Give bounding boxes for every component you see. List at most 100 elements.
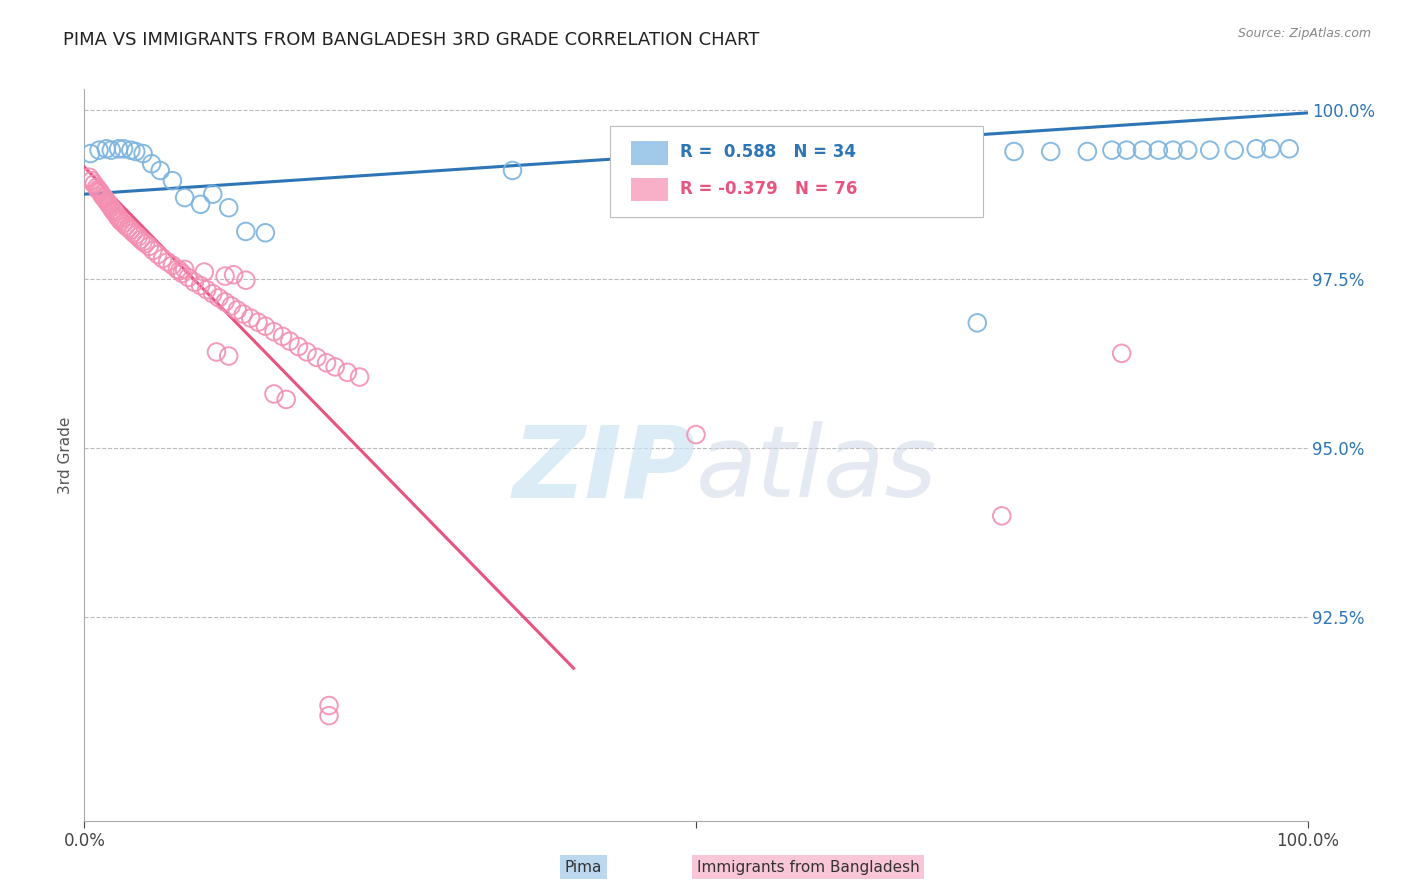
Text: R =  0.588   N = 34: R = 0.588 N = 34 bbox=[681, 143, 856, 161]
Point bbox=[107, 211, 129, 225]
Point bbox=[235, 273, 257, 287]
Point bbox=[1101, 143, 1123, 157]
Point bbox=[120, 223, 142, 237]
Point bbox=[177, 270, 200, 285]
Point bbox=[1111, 346, 1133, 360]
Point bbox=[135, 236, 157, 251]
Point bbox=[96, 142, 118, 156]
Point bbox=[100, 201, 122, 215]
Point bbox=[966, 316, 988, 330]
Point bbox=[336, 365, 359, 379]
Point bbox=[247, 315, 270, 329]
Point bbox=[103, 204, 125, 219]
Text: R = -0.379   N = 76: R = -0.379 N = 76 bbox=[681, 179, 858, 198]
Point bbox=[318, 698, 340, 713]
Point bbox=[1244, 142, 1267, 156]
Text: Source: ZipAtlas.com: Source: ZipAtlas.com bbox=[1237, 27, 1371, 40]
Y-axis label: 3rd Grade: 3rd Grade bbox=[58, 417, 73, 493]
Point bbox=[93, 190, 115, 204]
Point bbox=[195, 283, 218, 297]
Point bbox=[101, 202, 124, 217]
Point bbox=[1260, 142, 1282, 156]
Point bbox=[115, 219, 138, 233]
Point bbox=[105, 207, 128, 221]
Point bbox=[87, 182, 110, 196]
Point bbox=[110, 214, 132, 228]
Point bbox=[117, 221, 139, 235]
Point bbox=[287, 340, 309, 354]
Point bbox=[89, 185, 111, 199]
Point bbox=[97, 195, 120, 210]
Point bbox=[142, 244, 165, 258]
Point bbox=[162, 173, 184, 187]
Point bbox=[222, 268, 245, 282]
Point bbox=[141, 157, 163, 171]
Point bbox=[138, 239, 160, 253]
Point bbox=[87, 143, 110, 157]
Point bbox=[97, 197, 120, 211]
Point bbox=[169, 263, 191, 277]
Point bbox=[219, 299, 242, 313]
Text: Immigrants from Bangladesh: Immigrants from Bangladesh bbox=[697, 860, 920, 874]
Point bbox=[235, 224, 257, 238]
Point bbox=[112, 142, 135, 156]
Point bbox=[953, 146, 976, 161]
Point bbox=[214, 294, 236, 309]
Point bbox=[149, 163, 172, 178]
Point bbox=[120, 143, 142, 157]
Point bbox=[173, 190, 195, 204]
Point bbox=[214, 269, 236, 284]
Point bbox=[77, 170, 100, 185]
FancyBboxPatch shape bbox=[610, 126, 983, 218]
Point bbox=[125, 145, 148, 159]
Point bbox=[1115, 143, 1137, 157]
Point bbox=[112, 216, 135, 230]
Point bbox=[305, 351, 328, 365]
Point bbox=[98, 199, 121, 213]
Point bbox=[104, 205, 127, 219]
Point bbox=[1147, 143, 1170, 157]
Point bbox=[315, 356, 337, 370]
Point bbox=[152, 252, 174, 266]
Point bbox=[132, 235, 155, 249]
Point bbox=[1177, 143, 1199, 157]
Point bbox=[146, 247, 169, 261]
Point bbox=[127, 230, 149, 244]
Point bbox=[201, 187, 224, 202]
Point bbox=[122, 226, 145, 240]
Point bbox=[1132, 143, 1154, 157]
Point bbox=[1278, 142, 1301, 156]
Point bbox=[502, 163, 524, 178]
FancyBboxPatch shape bbox=[631, 178, 668, 201]
Point bbox=[132, 146, 155, 161]
Point bbox=[323, 359, 346, 374]
Point bbox=[1039, 145, 1062, 159]
Point bbox=[1002, 145, 1025, 159]
Point bbox=[83, 177, 105, 191]
Text: Pima: Pima bbox=[565, 860, 602, 874]
Point bbox=[254, 319, 277, 334]
Text: PIMA VS IMMIGRANTS FROM BANGLADESH 3RD GRADE CORRELATION CHART: PIMA VS IMMIGRANTS FROM BANGLADESH 3RD G… bbox=[63, 31, 759, 49]
Point bbox=[86, 180, 108, 194]
Point bbox=[1161, 143, 1184, 157]
Text: atlas: atlas bbox=[696, 421, 938, 518]
Point bbox=[90, 187, 112, 202]
Point bbox=[87, 184, 110, 198]
Point bbox=[91, 189, 114, 203]
Point bbox=[226, 303, 249, 318]
Text: ZIP: ZIP bbox=[513, 421, 696, 518]
Point bbox=[685, 427, 707, 442]
Point bbox=[193, 265, 215, 279]
Point bbox=[125, 227, 148, 242]
Point bbox=[173, 262, 195, 277]
Point bbox=[218, 201, 240, 215]
Point bbox=[271, 329, 294, 343]
Point bbox=[295, 345, 318, 359]
Point bbox=[129, 233, 152, 247]
Point bbox=[1198, 143, 1220, 157]
Point bbox=[201, 286, 224, 301]
Point bbox=[96, 194, 118, 208]
FancyBboxPatch shape bbox=[631, 141, 668, 164]
Point bbox=[190, 278, 212, 293]
Point bbox=[172, 267, 194, 281]
